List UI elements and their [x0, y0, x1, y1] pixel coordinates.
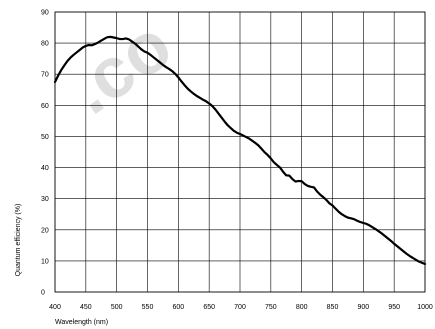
- chart-grid: [54, 11, 426, 293]
- plot-frame: [54, 11, 426, 293]
- y-axis-ticks: 0 10 20 30 40 50 60 70 80 90: [41, 10, 49, 297]
- y-tick-label: 40: [41, 165, 49, 172]
- y-axis-title: Quantum efficiency (%): [15, 204, 22, 277]
- y-tick-label: 80: [41, 41, 49, 48]
- y-tick-label: 50: [41, 134, 49, 141]
- x-tick-label: 750: [265, 304, 277, 311]
- quantum-efficiency-curve: [53, 35, 427, 266]
- y-tick-label: 60: [41, 103, 49, 110]
- x-tick-label: 1000: [417, 304, 433, 311]
- y-tick-label: 70: [41, 72, 49, 79]
- x-tick-label: 400: [49, 304, 61, 311]
- y-tick-label: 30: [41, 196, 49, 203]
- x-tick-label: 450: [80, 304, 92, 311]
- x-tick-label: 950: [388, 304, 400, 311]
- x-tick-label: 900: [357, 304, 369, 311]
- x-tick-label: 500: [111, 304, 123, 311]
- y-tick-label: 20: [41, 227, 49, 234]
- x-axis-title: Wavelength (nm): [55, 319, 108, 326]
- y-tick-label: 90: [41, 10, 49, 17]
- x-tick-label: 650: [203, 304, 215, 311]
- x-tick-label: 700: [234, 304, 246, 311]
- y-tick-label: 0: [41, 290, 45, 297]
- x-tick-label: 800: [296, 304, 308, 311]
- x-axis-ticks: 400 450 500 550 600 650 700 750 800 850 900 950 1000: [49, 304, 433, 311]
- x-tick-label: 600: [172, 304, 184, 311]
- x-tick-label: 550: [142, 304, 154, 311]
- y-tick-label: 10: [41, 258, 49, 265]
- x-tick-label: 850: [327, 304, 339, 311]
